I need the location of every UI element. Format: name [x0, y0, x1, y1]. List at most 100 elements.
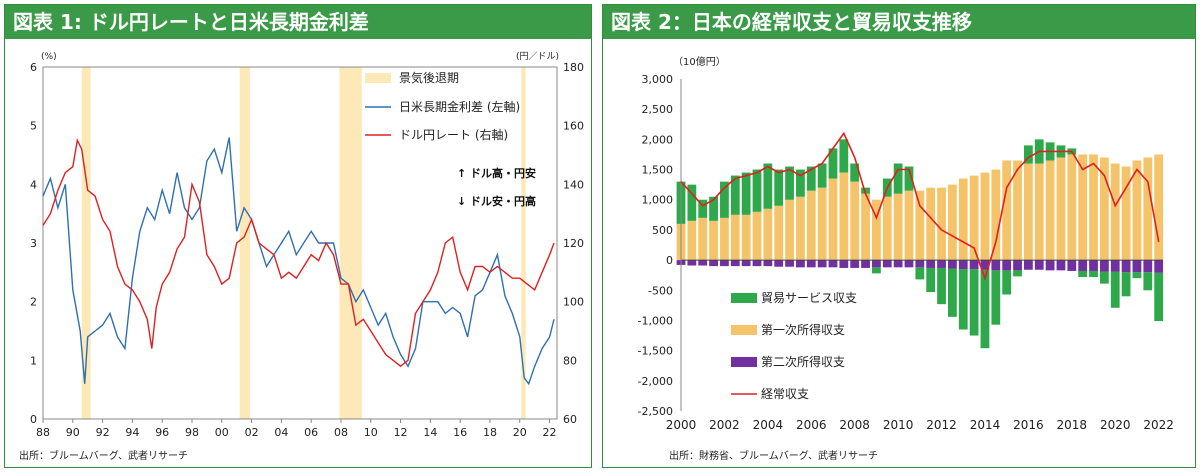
x-tick-label: 2022 — [1143, 418, 1174, 432]
recession-band-0 — [81, 67, 91, 419]
secondary-income-bar — [893, 260, 903, 268]
secondary-income-bar — [1132, 260, 1142, 273]
y-tick-label-right: 180 — [563, 61, 584, 74]
x-tick-label: 02 — [245, 426, 259, 439]
x-tick-label: 16 — [453, 426, 467, 439]
secondary-income-bar — [958, 260, 968, 270]
trade-balance-bar — [1078, 270, 1088, 277]
secondary-income-bar — [1089, 260, 1098, 271]
trade-balance-bar — [948, 268, 957, 317]
current-account-line — [680, 131, 1160, 281]
legend-label-usdjpy: ドル円レート (右軸) — [399, 127, 508, 142]
trade-balance-bar — [741, 172, 751, 215]
primary-income-bar — [904, 190, 914, 261]
x-tick-label: 20 — [513, 426, 527, 439]
secondary-income-bar — [980, 260, 990, 270]
y-tick-label-right: 80 — [563, 354, 577, 367]
secondary-income-bar — [1034, 260, 1044, 270]
secondary-income-bar — [1002, 260, 1012, 271]
trade-balance-bar — [1154, 272, 1164, 322]
primary-income-bar — [893, 193, 903, 261]
trade-balance-bar — [926, 267, 936, 293]
trade-balance-bar — [893, 163, 903, 194]
trade-balance-bar — [915, 267, 925, 280]
legend-secondary-income-label: 第二次所得収支 — [761, 354, 845, 369]
secondary-income-bar — [741, 260, 751, 267]
trade-balance-bar — [850, 163, 860, 182]
trade-balance-bar — [1132, 272, 1142, 279]
legend-label-recession: 景気後退期 — [399, 70, 459, 85]
recession-band-3 — [521, 67, 526, 419]
primary-income-bar — [720, 217, 729, 261]
x-tick-label: 06 — [304, 426, 318, 439]
primary-income-bar — [1143, 157, 1153, 261]
trade-balance-bar — [709, 196, 718, 221]
primary-income-bar — [1154, 154, 1164, 261]
rate-diff-line — [42, 137, 555, 386]
secondary-income-bar — [709, 260, 718, 267]
usdjpy-line — [42, 138, 555, 368]
y-tick-label-left: 5 — [30, 120, 37, 133]
legend-current-account-label: 経常収支 — [761, 387, 809, 401]
trade-balance-bar — [839, 139, 849, 173]
secondary-income-bar — [752, 260, 762, 267]
x-tick-label: 08 — [334, 426, 348, 439]
chart-panel-right: 図表 2：日本の経常収支と貿易収支推移 出所：財務省、ブルームバーグ、武者リサー… — [602, 4, 1196, 468]
secondary-income-bar — [1056, 260, 1066, 271]
secondary-income-bar — [850, 260, 860, 268]
y-tick-label: -500 — [648, 284, 673, 297]
primary-income-bar — [1078, 154, 1088, 261]
primary-income-bar — [1110, 163, 1120, 261]
primary-income-bar — [817, 187, 827, 261]
recession-band-2 — [339, 67, 362, 419]
trade-balance-bar — [1121, 272, 1131, 297]
x-tick-label: 00 — [215, 426, 229, 439]
primary-income-bar — [741, 214, 751, 261]
x-tick-label: 98 — [185, 426, 199, 439]
y-tick-label: -2,500 — [638, 405, 673, 418]
secondary-income-bar — [915, 260, 925, 268]
y-tick-label: 2,500 — [642, 103, 674, 116]
trade-balance-bar — [861, 187, 870, 194]
secondary-income-bar — [806, 260, 816, 268]
chart-title-left: 図表 1: ドル円レートと日米長期金利差 — [5, 5, 591, 39]
annotation-yen-strong: ↓ ドル安・円高 — [457, 194, 536, 208]
primary-income-bar — [1034, 163, 1044, 261]
legend-trade-label: 貿易サービス収支 — [761, 291, 857, 305]
x-tick-label: 90 — [66, 426, 80, 439]
primary-income-bar — [1056, 157, 1066, 261]
y-tick-label-right: 100 — [563, 296, 584, 309]
recession-band-1 — [239, 67, 251, 419]
primary-income-bar — [1099, 157, 1109, 261]
secondary-income-bar — [1013, 260, 1022, 271]
legend-primary-income-swatch — [731, 325, 757, 335]
primary-income-bar — [1045, 160, 1055, 261]
trade-balance-bar — [785, 166, 794, 200]
x-tick-label: 96 — [155, 426, 169, 439]
chart-panel-left: 図表 1: ドル円レートと日米長期金利差 出所：ブルームバーグ、武者リサーチ 0… — [4, 4, 592, 468]
y-tick-label: 3,000 — [642, 73, 674, 86]
secondary-income-bar — [839, 260, 849, 268]
trade-balance-bar — [937, 267, 946, 305]
y-tick-label-right: 60 — [563, 413, 577, 426]
secondary-income-bar — [948, 260, 957, 269]
trade-balance-bar — [1023, 145, 1033, 164]
x-tick-label: 92 — [96, 426, 110, 439]
chart-title-right: 図表 2：日本の経常収支と貿易収支推移 — [603, 5, 1195, 39]
primary-income-bar — [1067, 154, 1077, 261]
y-tick-label: 1,500 — [642, 164, 674, 177]
y-tick-label-right: 120 — [563, 237, 584, 250]
y-unit-right: (円／ドル) — [516, 51, 559, 62]
secondary-income-bar — [817, 260, 827, 268]
primary-income-bar — [839, 172, 849, 261]
primary-income-bar — [958, 178, 968, 261]
secondary-income-bar — [1078, 260, 1088, 271]
primary-income-bar — [915, 190, 925, 261]
legend-label-rate-diff: 日米長期金利差 (左軸) — [399, 99, 520, 114]
x-tick-label: 2016 — [1013, 418, 1044, 432]
trade-balance-bar — [752, 169, 762, 212]
trade-balance-bar — [763, 163, 773, 209]
primary-income-bar — [730, 214, 740, 261]
trade-balance-bar — [1002, 270, 1012, 295]
primary-income-bar — [937, 187, 946, 261]
